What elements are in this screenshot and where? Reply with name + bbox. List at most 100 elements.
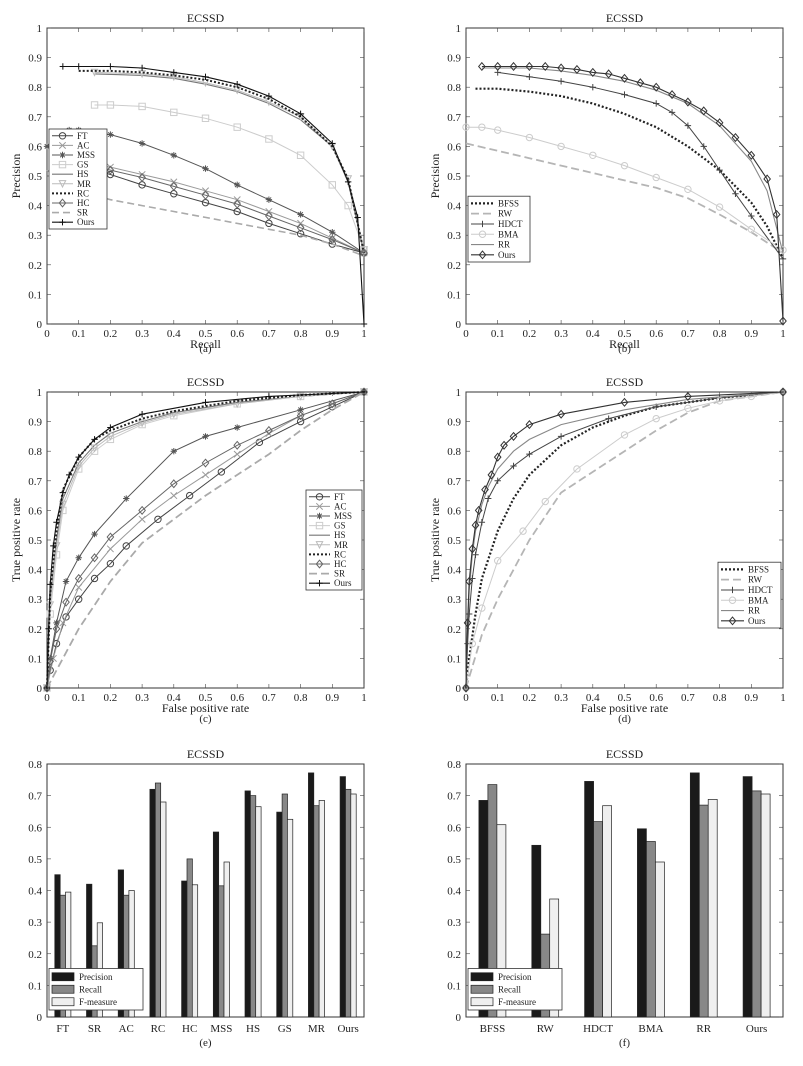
- data-point: [217, 468, 226, 476]
- data-point: [202, 433, 209, 440]
- data-point: [747, 225, 755, 233]
- data-point: [43, 683, 51, 693]
- data-point: [526, 73, 533, 81]
- y-tick-label: 0.5: [28, 171, 42, 183]
- legend-marker: [58, 198, 67, 208]
- bar-precision: [689, 772, 700, 1018]
- legend-label: HC: [334, 559, 347, 569]
- data-point: [748, 212, 755, 220]
- data-point: [329, 140, 336, 147]
- y-tick-label: 0.2: [447, 624, 461, 636]
- data-point: [463, 618, 472, 628]
- data-point: [106, 165, 115, 175]
- data-point: [297, 110, 304, 118]
- data-point: [202, 399, 209, 406]
- bar-recall: [281, 793, 288, 1018]
- data-point: [462, 683, 470, 693]
- data-point: [265, 425, 273, 436]
- legend-marker: [479, 220, 486, 228]
- y-tick-label: 0.1: [28, 980, 42, 992]
- plot-frame: [465, 27, 784, 325]
- data-point: [90, 444, 99, 453]
- data-point: [138, 102, 146, 111]
- data-point: [297, 406, 304, 413]
- data-point: [684, 404, 692, 412]
- y-tick-label: 0.9: [447, 53, 461, 65]
- series-line: [465, 391, 784, 689]
- legend-marker: [315, 521, 324, 530]
- legend-label: F-measure: [79, 997, 117, 1007]
- bar-f-measure: [160, 801, 167, 1018]
- legend-marker: [59, 151, 66, 159]
- panel-f: ECSSD 0 0.1 0.2 0.3 0.4 0.5 0.6 0.7 0.8 BFSS RW HDCT…: [447, 747, 784, 1049]
- data-point: [90, 553, 99, 563]
- y-tick-label: 0.3: [447, 230, 461, 242]
- data-point: [344, 201, 352, 210]
- y-tick-label: 0.8: [28, 446, 42, 458]
- y-tick-label: 0.4: [447, 565, 461, 577]
- x-tick-label: 0: [463, 692, 469, 704]
- legend-label: MSS: [334, 511, 352, 521]
- bar-precision: [276, 811, 283, 1018]
- x-tick-label: 0.1: [72, 328, 86, 340]
- series-gs: [90, 101, 368, 254]
- data-point: [43, 684, 51, 692]
- data-point: [43, 143, 51, 150]
- y-tick-label: 0.5: [447, 171, 461, 183]
- data-point: [107, 131, 114, 138]
- legend-swatch: [470, 972, 494, 982]
- data-point: [494, 557, 502, 565]
- y-tick-label: 0.4: [28, 201, 42, 213]
- x-axis-label: Recall: [190, 337, 221, 351]
- y-tick-label: 0.2: [28, 260, 42, 272]
- y-axis-label: Precision: [9, 154, 23, 199]
- data-point: [138, 515, 146, 523]
- data-point: [478, 123, 486, 131]
- bar-f-measure: [65, 891, 72, 1018]
- bar-f-measure: [350, 793, 357, 1018]
- data-point: [296, 392, 305, 401]
- series-bma: [462, 123, 787, 254]
- x-tick-label: 0.7: [681, 328, 695, 340]
- y-tick-label: 0.1: [447, 289, 461, 301]
- legend-label: RC: [334, 549, 346, 559]
- data-point: [478, 519, 486, 526]
- data-point: [715, 203, 724, 211]
- data-point: [465, 576, 474, 587]
- legend-label: BFSS: [498, 198, 519, 208]
- bar-f-measure: [549, 898, 560, 1018]
- y-tick-label: 1: [456, 387, 462, 399]
- series-bfss: [475, 87, 784, 260]
- bar-f-measure: [318, 800, 325, 1018]
- data-point: [328, 399, 337, 409]
- x-tick-label: 1: [780, 328, 786, 340]
- data-point: [234, 81, 241, 88]
- data-point: [684, 122, 692, 129]
- y-tick-label: 0.7: [447, 791, 461, 803]
- y-tick-label: 0.8: [28, 82, 42, 94]
- data-point: [169, 410, 178, 419]
- legend-swatch: [470, 997, 494, 1007]
- data-point: [715, 397, 724, 405]
- bar-recall: [186, 858, 193, 1018]
- bar-f-measure: [128, 890, 135, 1018]
- x-tick-label: 0.7: [262, 692, 276, 704]
- data-point: [170, 448, 177, 455]
- x-tick-label: BMA: [638, 1023, 663, 1035]
- x-tick-label: RC: [151, 1023, 166, 1035]
- data-point: [684, 185, 692, 194]
- data-point: [201, 471, 210, 479]
- data-point: [779, 246, 787, 254]
- legend-label: GS: [77, 160, 89, 170]
- legend-marker: [728, 596, 737, 604]
- data-point: [234, 181, 241, 189]
- legend-label: BFSS: [748, 564, 769, 574]
- y-tick-label: 0.8: [447, 82, 461, 94]
- data-point: [75, 453, 82, 461]
- data-point: [46, 581, 54, 588]
- legend-marker: [315, 502, 324, 510]
- y-tick-label: 0.1: [28, 289, 42, 301]
- x-tick-label: 0.4: [586, 692, 600, 704]
- series-line: [46, 391, 365, 689]
